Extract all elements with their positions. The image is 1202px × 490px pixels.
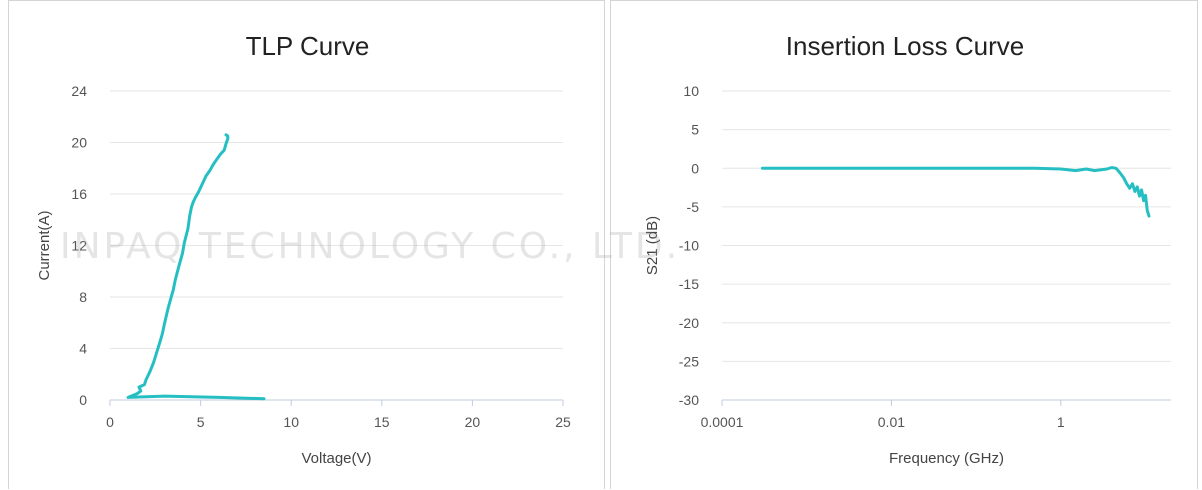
x-axis-title: Voltage(V) [301, 450, 371, 467]
y-tick-label: -20 [679, 315, 699, 331]
y-tick-label: 5 [691, 122, 699, 138]
y-tick-label: 8 [79, 289, 87, 305]
chart-title: TLP Curve [246, 31, 370, 61]
y-tick-label: 0 [691, 160, 699, 176]
x-tick-label: 10 [283, 414, 299, 430]
y-tick-label: 24 [71, 83, 87, 99]
y-tick-label: 0 [79, 392, 87, 408]
x-tick-label: 1 [1057, 414, 1065, 430]
series-line [760, 166, 1151, 218]
y-tick-label: 10 [683, 83, 699, 99]
y-tick-label: -15 [679, 276, 699, 292]
y-tick-label: -25 [679, 353, 699, 369]
chart-title: Insertion Loss Curve [786, 31, 1024, 61]
x-tick-label: 0 [106, 414, 114, 430]
y-tick-label: 12 [71, 238, 87, 254]
x-tick-label: 25 [555, 414, 571, 430]
y-axis-title: Current(A) [36, 210, 53, 280]
x-tick-label: 15 [374, 414, 390, 430]
y-tick-label: -10 [679, 238, 699, 254]
series-line [126, 133, 266, 401]
y-tick-label: -30 [679, 392, 699, 408]
insertion-loss-chart-panel: Insertion Loss Curve -30 -25 -20 -15 -10 -5 0 5 1… [610, 0, 1198, 489]
y-tick-label: 4 [79, 341, 87, 357]
y-axis-title: S21 (dB) [644, 216, 661, 275]
insertion-loss-chart: Insertion Loss Curve -30 -25 -20 -15 -10 -5 0 5 1… [644, 31, 1171, 467]
y-tick-label: 16 [71, 186, 87, 202]
x-tick-label: 0.0001 [701, 414, 744, 430]
tlp-chart: TLP Curve 0 4 8 12 16 20 24 0 5 10 15 20 25 Voltage(V)… [36, 31, 571, 467]
x-tick-label: 20 [465, 414, 481, 430]
x-tick-label: 0.01 [878, 414, 905, 430]
tlp-chart-panel: TLP Curve 0 4 8 12 16 20 24 0 5 10 15 20 25 Voltage(V)… [8, 0, 605, 489]
x-tick-label: 5 [197, 414, 205, 430]
y-tick-label: 20 [71, 135, 87, 151]
y-tick-label: -5 [687, 199, 700, 215]
x-axis-title: Frequency (GHz) [889, 450, 1004, 467]
